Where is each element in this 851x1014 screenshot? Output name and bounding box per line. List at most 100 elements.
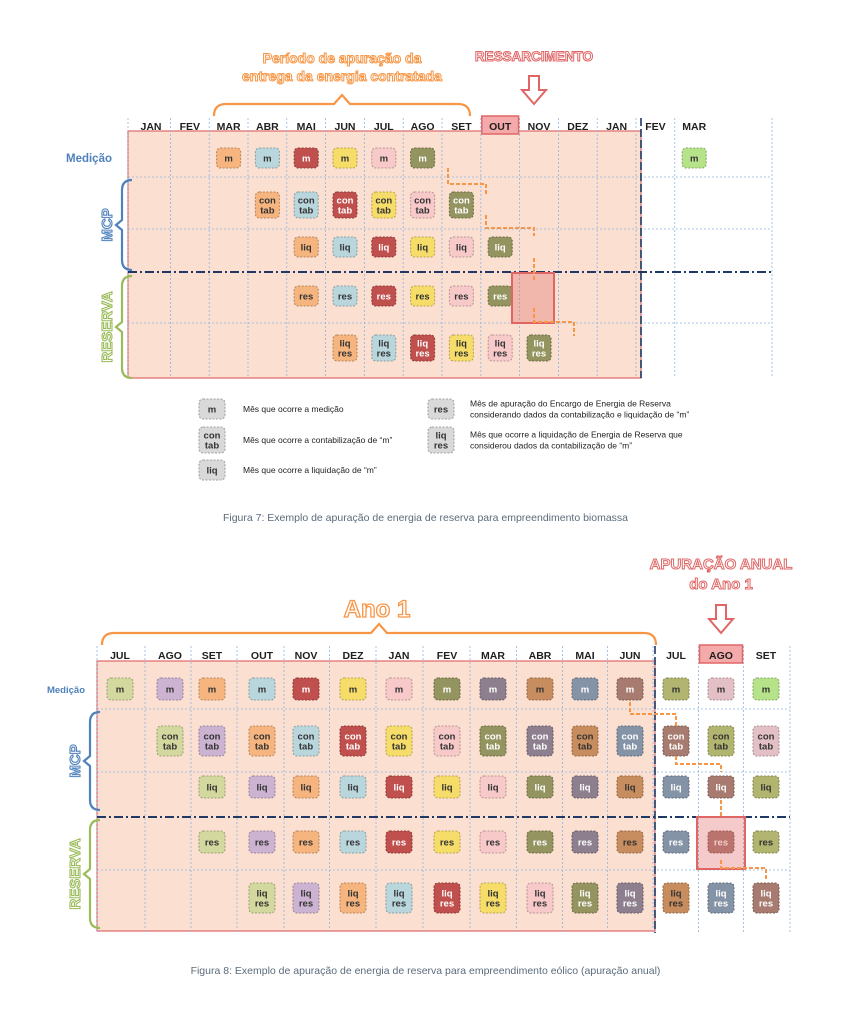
fig7-cell-liq: liq [448,236,474,258]
fig8-flow-connector [675,756,722,772]
fig8-month-header: JAN [388,650,409,662]
fig8-cell-liqres-text: liq [534,889,545,900]
fig8-cell-liq: liq [198,775,226,799]
fig7-cell-liq-shape [332,236,358,258]
legend-box-2: liq [198,459,226,481]
fig8-cell-liqres-text: res [392,899,406,910]
fig8-cell-liqres-text: liq [393,889,404,900]
fig7-cell-res: res [448,285,474,307]
fig8-month-header: JUN [619,650,640,662]
fig8-flow-connector [720,860,767,880]
fig8-cell-liqres-text: liq [441,889,452,900]
fig7-ressarcimento-label: RESSARCIMENTO [475,49,593,64]
fig7-cell-liqres-text: res [377,349,391,360]
fig7-flow-connector [485,215,535,236]
fig7-cell-liq: liq [332,236,358,258]
legend-box-3: res [427,398,455,420]
fig7-cell-con-shape [254,191,280,219]
fig8-cell-res-shape [752,830,780,854]
fig7-cell-con-text: tab [454,206,468,217]
fig8-cell-res-shape [526,830,554,854]
fig8-cell-liqres-text: res [533,899,547,910]
fig8-cell-liqres-text: res [299,899,313,910]
fig8-cell-con-text: con [713,732,730,743]
fig8-cell-con: contab [433,725,461,757]
legend-text-4: considerou dados da contabilização de “m… [470,441,632,451]
fig8-cell-m-text: m [536,685,544,696]
fig7-flow-connector [533,308,575,336]
fig8-cell-liq: liq [752,775,780,799]
fig8-cell-m-text: m [258,685,266,696]
fig7-row-label-reserva: RESERVA [99,291,116,362]
fig8-cell-con-shape [616,725,644,757]
fig8-cell-liq-shape [292,775,320,799]
fig8-row-label-medicao: Medição [47,685,85,696]
fig8-cell-m: m [662,677,690,701]
fig8-cell-con-text: tab [440,742,454,753]
fig8-cell-m-text: m [762,685,770,696]
fig8-cell-liqres-text: res [440,899,454,910]
fig8-cell-liqres-shape [248,882,276,914]
fig7-cell-liqres-text: liq [456,339,467,350]
fig7-cell-con-text: con [298,196,315,207]
fig7-period-title-line1: Período de apuração da [263,50,422,66]
fig8-cell-res: res [292,830,320,854]
fig8-cell-res-shape [292,830,320,854]
fig7-cell-liq: liq [293,236,319,258]
fig7-cell-con-text: tab [415,206,429,217]
fig8-cell-liqres-text: liq [760,889,771,900]
fig7-legend: m Mês que ocorre a medição contab Mês que o… [198,398,689,481]
fig8-cell-liqres-shape [385,882,413,914]
legend-box-0-shape [198,398,226,420]
fig8-cell-liq: liq [339,775,367,799]
fig7-cell-m: m [216,147,242,169]
fig7-cell-res-shape [410,285,436,307]
fig8-cell-res-text: res [346,838,360,849]
fig8-cell-liqres-text: res [669,899,683,910]
fig8-cell-m: m [616,677,644,701]
fig8-cell-m-text: m [489,685,497,696]
fig8-cell-m: m [339,677,367,701]
fig8-cell-liqres-shape [292,882,320,914]
legend-text-3: considerando dados da contabilização e l… [470,410,689,420]
fig8-cell-con: contab [339,725,367,757]
fig7-row-label-medicao: Medição [66,153,112,165]
fig8-cell-m-shape [707,677,735,701]
fig7-cell-con-text: con [259,196,276,207]
fig8-cell-liqres-text: liq [579,889,590,900]
fig8-cell-m: m [752,677,780,701]
fig8-cell-m-text: m [672,685,680,696]
fig8-cell-con-text: con [485,732,502,743]
fig8-cell-m-shape [106,677,134,701]
legend-text-1: Mês que ocorre a contabilização de “m” [243,435,392,445]
fig8-period-brace [100,622,658,646]
fig8-cell-con-text: tab [669,742,683,753]
legend-box-3-text: res [434,405,448,416]
fig8-cell-m-text: m [443,685,451,696]
legend-box-2-shape [198,459,226,481]
fig7-cell-liqres-text: liq [378,339,389,350]
fig7-cell-m-shape [371,147,397,169]
fig8-cell-con-text: con [391,732,408,743]
fig7-cell-res: res [332,285,358,307]
fig8-cell-con-shape [526,725,554,757]
fig7-cell-res: res [371,285,397,307]
fig8-cell-m-text: m [626,685,634,696]
fig7-cell-liqres-text: res [415,349,429,360]
fig8-cell-res-text: res [533,838,547,849]
fig7-period-title-line2: entrega da energia contratada [242,68,442,84]
fig7-month-header: FEV [645,121,665,133]
fig8-cell-m-shape [526,677,554,701]
fig8-month-header: NOV [295,650,318,662]
fig8-cell-res-text: res [578,838,592,849]
fig8-cell-m: m [707,677,735,701]
fig8-cell-m-text: m [581,685,589,696]
fig7-cell-con-text: con [337,196,354,207]
fig8-apuracao-label-line1: APURAÇÃO ANUAL [650,555,793,573]
fig8-cell-con-text: tab [299,742,313,753]
fig7-month-header: MAR [682,121,706,133]
fig7-cell-m-text: m [690,154,698,165]
